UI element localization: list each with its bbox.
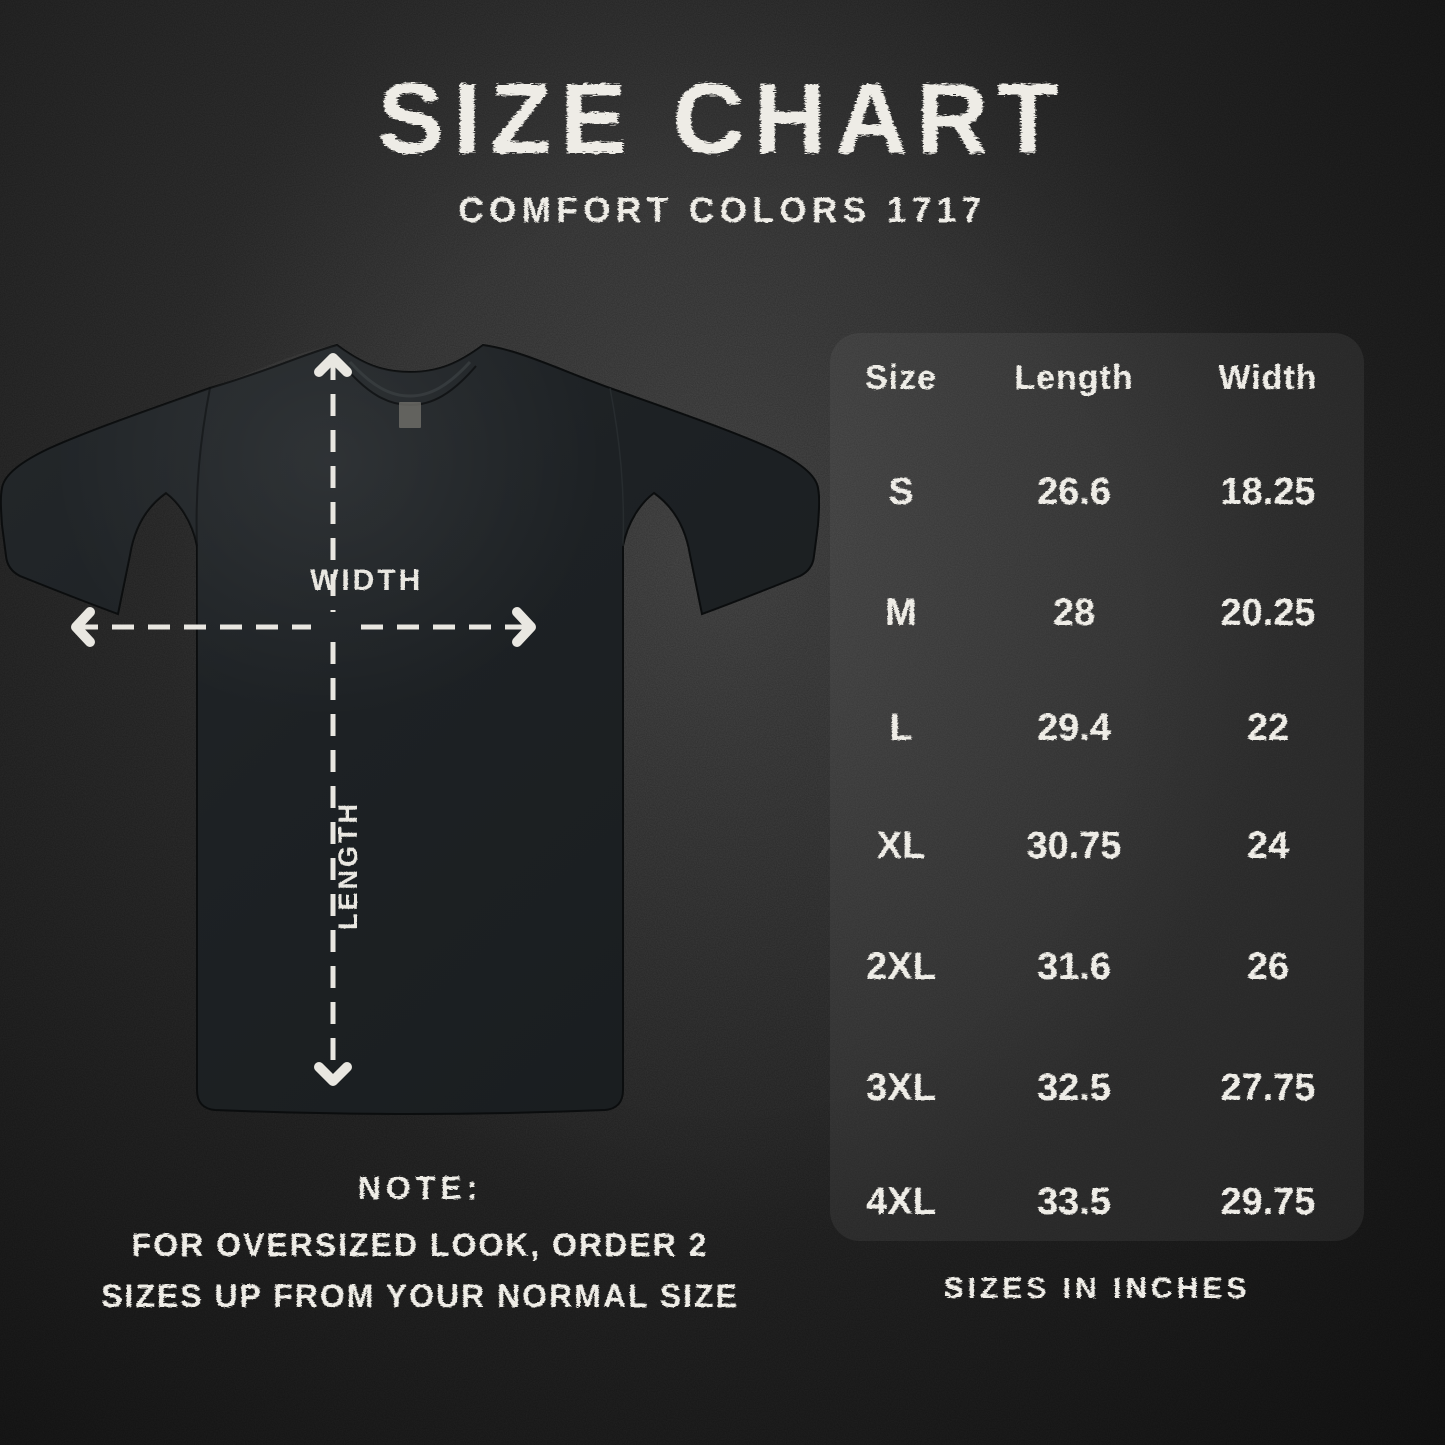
svg-text:LENGTH: LENGTH [333, 801, 363, 930]
svg-text:WIDTH: WIDTH [310, 564, 423, 597]
